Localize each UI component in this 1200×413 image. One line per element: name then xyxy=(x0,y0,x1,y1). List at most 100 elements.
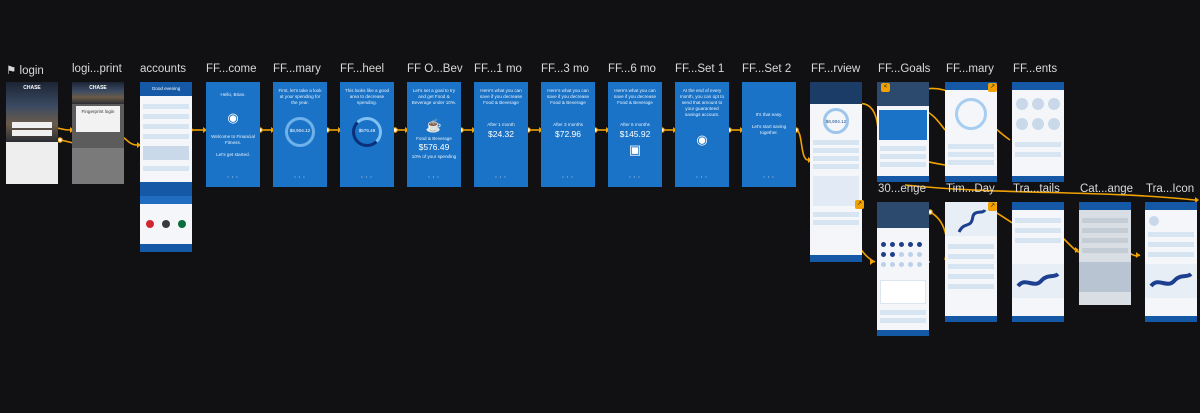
day-row-2[interactable] xyxy=(948,254,994,259)
challenge-day-6[interactable] xyxy=(881,252,886,257)
challenge-day-11[interactable] xyxy=(881,262,886,267)
challenge-tabbar[interactable] xyxy=(877,330,929,336)
artboard-accounts[interactable]: Good evening xyxy=(140,82,192,252)
overview-tabbar[interactable] xyxy=(810,255,862,262)
details-row-1[interactable] xyxy=(1015,218,1061,223)
artboard-ff-wheel[interactable]: This looks like a good area to decrease … xyxy=(340,82,394,187)
challenge-day-2[interactable] xyxy=(890,242,895,247)
events-row-2[interactable] xyxy=(1015,152,1061,157)
artboard-ff-6mo[interactable]: Here's what you can save if you decrease… xyxy=(608,82,662,187)
artboard-ff-goals[interactable] xyxy=(877,82,929,182)
cat-row-2[interactable] xyxy=(1082,228,1128,233)
challenge-day-3[interactable] xyxy=(899,242,904,247)
events-icon-6[interactable] xyxy=(1048,118,1060,130)
cat-row-1[interactable] xyxy=(1082,218,1128,223)
artboard-challenge[interactable] xyxy=(877,202,929,336)
overview-row-4[interactable] xyxy=(813,164,859,169)
artboard-ff-3mo[interactable]: Here's what you can save if you decrease… xyxy=(541,82,595,187)
artboard-login-print[interactable]: CHASE Fingerprint login xyxy=(72,82,124,184)
events-tabbar[interactable] xyxy=(1012,176,1064,182)
artboard-ff-set1[interactable]: At the end of every month, you can opt t… xyxy=(675,82,729,187)
details-tabbar[interactable] xyxy=(1012,316,1064,322)
challenge-day-9[interactable] xyxy=(908,252,913,257)
accounts-row-2[interactable] xyxy=(143,114,189,119)
summary2-row-2[interactable] xyxy=(948,152,994,157)
artboard-login[interactable]: CHASE xyxy=(6,82,58,184)
challenge-rewards[interactable] xyxy=(880,280,926,304)
summary2-row-3[interactable] xyxy=(948,160,994,165)
artboard-ff-events[interactable] xyxy=(1012,82,1064,182)
overview-row-3[interactable] xyxy=(813,156,859,161)
challenge-day-14[interactable] xyxy=(908,262,913,267)
day-row-3[interactable] xyxy=(948,264,994,269)
cat-row-3[interactable] xyxy=(1082,238,1128,243)
challenge-day-4[interactable] xyxy=(908,242,913,247)
accounts-row-1[interactable] xyxy=(143,104,189,109)
goals-row-1[interactable] xyxy=(880,146,926,151)
login-password-field[interactable] xyxy=(12,130,52,136)
events-icon-4[interactable] xyxy=(1016,118,1028,130)
icon-choice-1[interactable] xyxy=(1149,216,1159,226)
artboard-ff-summary-2[interactable] xyxy=(945,82,997,182)
events-icon-3[interactable] xyxy=(1048,98,1060,110)
artboard-ff-overview[interactable]: $6,904.12 xyxy=(810,82,862,262)
summary2-tabbar[interactable] xyxy=(945,176,997,182)
artboard-day[interactable] xyxy=(945,202,997,322)
icon-tabbar[interactable] xyxy=(1145,316,1197,322)
events-row-1[interactable] xyxy=(1015,142,1061,147)
challenge-day-12[interactable] xyxy=(890,262,895,267)
icon-row-1[interactable] xyxy=(1148,232,1194,237)
challenge-day-7[interactable] xyxy=(890,252,895,257)
link-handle-2[interactable]: ↗ xyxy=(855,200,864,209)
icon-row-3[interactable] xyxy=(1148,252,1194,257)
accounts-row-4[interactable] xyxy=(143,134,189,139)
accounts-row-3[interactable] xyxy=(143,124,189,129)
accounts-logo-2[interactable] xyxy=(162,220,170,228)
details-row-2[interactable] xyxy=(1015,228,1061,233)
artboard-ff-1mo[interactable]: Here's what you can save if you decrease… xyxy=(474,82,528,187)
artboard-trans-details[interactable] xyxy=(1012,202,1064,322)
artboard-ff-o-bev[interactable]: Let's set a goal to try and get Food & B… xyxy=(407,82,461,187)
artboard-ff-welcome[interactable]: Hello, Brian. ◉ Welcome to Financial Fit… xyxy=(206,82,260,187)
goals-card[interactable] xyxy=(879,110,927,140)
accounts-logo-3[interactable] xyxy=(178,220,186,228)
day-row-5[interactable] xyxy=(948,284,994,289)
artboard-cat-change[interactable] xyxy=(1079,202,1131,305)
goals-row-3[interactable] xyxy=(880,162,926,167)
accounts-row-5[interactable] xyxy=(143,166,189,171)
login-username-field[interactable] xyxy=(12,122,52,128)
goals-row-2[interactable] xyxy=(880,154,926,159)
link-handle[interactable]: ↗ xyxy=(988,83,997,92)
cat-row-4[interactable] xyxy=(1082,248,1128,253)
challenge-day-1[interactable] xyxy=(881,242,886,247)
link-handle-3[interactable]: ↗ xyxy=(988,202,997,211)
challenge-row-1[interactable] xyxy=(880,310,926,315)
artboard-trans-icon[interactable] xyxy=(1145,202,1197,322)
challenge-row-2[interactable] xyxy=(880,318,926,323)
overview-row-2[interactable] xyxy=(813,148,859,153)
challenge-day-8[interactable] xyxy=(899,252,904,257)
day-row-1[interactable] xyxy=(948,244,994,249)
icon-row-2[interactable] xyxy=(1148,242,1194,247)
accounts-logo-1[interactable] xyxy=(146,220,154,228)
events-icon-5[interactable] xyxy=(1032,118,1044,130)
challenge-day-5[interactable] xyxy=(917,242,922,247)
day-row-4[interactable] xyxy=(948,274,994,279)
accounts-tabbar[interactable] xyxy=(140,244,192,252)
events-icon-2[interactable] xyxy=(1032,98,1044,110)
challenge-day-10[interactable] xyxy=(917,252,922,257)
challenge-day-15[interactable] xyxy=(917,262,922,267)
accounts-promo[interactable] xyxy=(140,182,192,196)
day-tabbar[interactable] xyxy=(945,316,997,322)
artboard-ff-summary[interactable]: First, let's take a look at your spendin… xyxy=(273,82,327,187)
events-icon-1[interactable] xyxy=(1016,98,1028,110)
chevron-left-icon[interactable]: < xyxy=(881,83,890,92)
accounts-card[interactable] xyxy=(143,146,189,160)
details-row-3[interactable] xyxy=(1015,238,1061,243)
summary2-row-1[interactable] xyxy=(948,144,994,149)
goals-tabbar[interactable] xyxy=(877,176,929,182)
overview-row-1[interactable] xyxy=(813,140,859,145)
overview-row-5[interactable] xyxy=(813,212,859,217)
artboard-ff-set2[interactable]: It's that easy. Let's start saving toget… xyxy=(742,82,796,187)
challenge-day-13[interactable] xyxy=(899,262,904,267)
